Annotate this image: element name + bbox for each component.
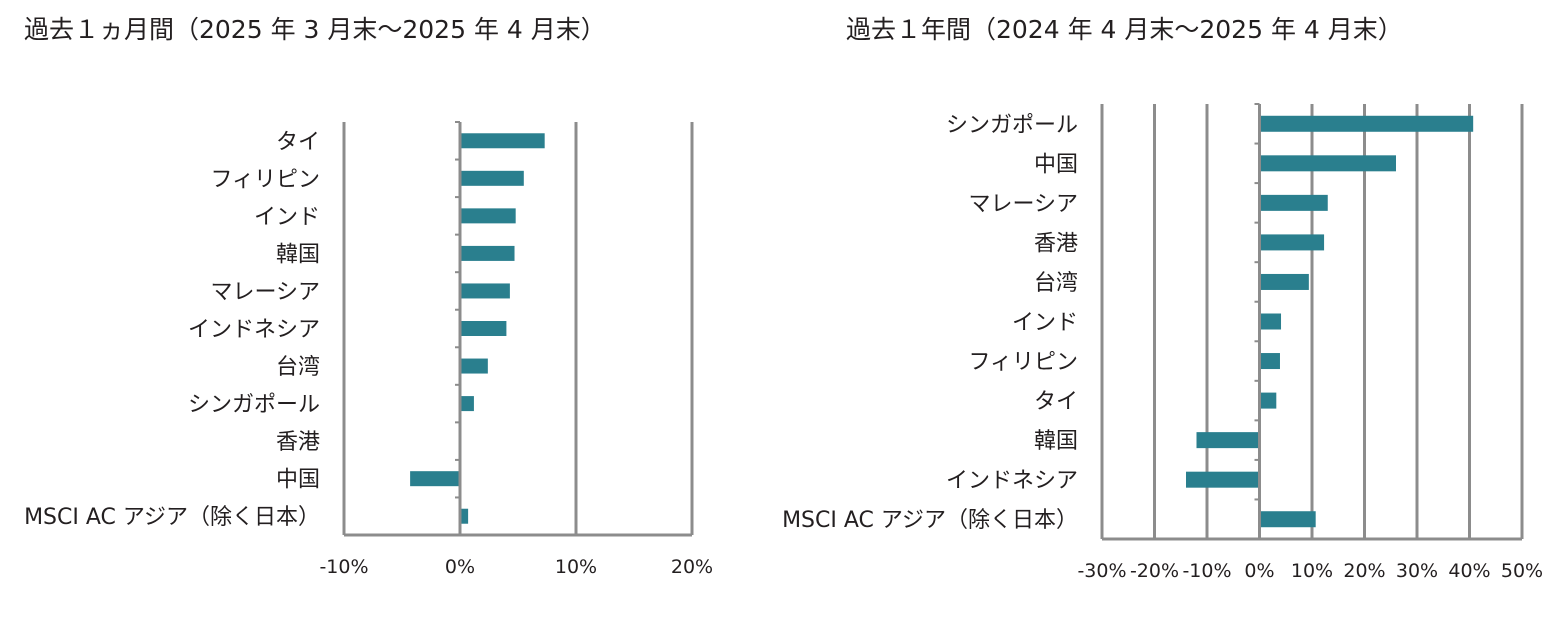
x-tick-label: 0% [1244, 560, 1274, 582]
bar [460, 508, 469, 524]
bar [1259, 313, 1282, 330]
category-label: インド [254, 205, 320, 230]
category-label: シンガポール [188, 393, 320, 418]
bar [1259, 115, 1474, 132]
x-tick-label: 20% [671, 556, 713, 578]
x-tick-label: 10% [555, 556, 597, 578]
category-label: フィリピン [968, 350, 1078, 375]
bar [460, 283, 510, 299]
category-label: インドネシア [188, 318, 320, 343]
category-label: タイ [276, 130, 320, 155]
bar [1259, 234, 1325, 251]
category-label: 台湾 [1034, 271, 1078, 296]
x-tick-label: 30% [1396, 560, 1438, 582]
x-tick-label: -10% [1182, 560, 1231, 582]
bar [1259, 273, 1309, 290]
x-tick-label: 20% [1343, 560, 1385, 582]
category-label: シンガポール [946, 113, 1078, 138]
x-tick-label: -10% [319, 556, 368, 578]
bar [1259, 392, 1277, 409]
category-label: 中国 [1034, 152, 1078, 177]
category-label: 香港 [1034, 231, 1078, 256]
bar [410, 471, 460, 487]
x-tick-label: 50% [1501, 560, 1543, 582]
bar [1259, 155, 1396, 172]
category-label: インドネシア [946, 469, 1078, 494]
bar [1259, 511, 1316, 528]
bar [460, 358, 488, 374]
category-label: 台湾 [276, 355, 320, 380]
x-tick-label: 40% [1448, 560, 1490, 582]
bar [1259, 353, 1280, 370]
chart-title-1year: 過去１年間（2024 年 4 月末～2025 年 4 月末） [846, 15, 1403, 44]
category-label: 香港 [276, 430, 320, 455]
category-label: インド [1012, 311, 1078, 336]
bar [1196, 432, 1260, 449]
category-label: 韓国 [1034, 429, 1078, 454]
x-tick-label: 0% [445, 556, 475, 578]
bar [460, 245, 515, 261]
bar [1186, 471, 1260, 488]
bar [460, 133, 545, 149]
category-label: 中国 [276, 468, 320, 493]
category-label: マレーシア [968, 192, 1078, 217]
x-tick-label: -20% [1130, 560, 1179, 582]
category-label: MSCI AC アジア（除く日本） [24, 505, 320, 530]
category-label: フィリピン [210, 167, 320, 192]
bar [460, 208, 516, 224]
bar [460, 396, 474, 412]
category-label: 韓国 [276, 242, 320, 267]
category-label: タイ [1034, 390, 1078, 415]
category-label: マレーシア [210, 280, 320, 305]
category-label: MSCI AC アジア（除く日本） [782, 508, 1078, 533]
x-tick-label: 10% [1291, 560, 1333, 582]
bar [460, 321, 507, 336]
x-tick-label: -30% [1077, 560, 1126, 582]
bar [1259, 194, 1328, 211]
bar [460, 170, 524, 186]
chart-title-1month: 過去１ヵ月間（2025 年 3 月末～2025 年 4 月末） [24, 15, 606, 44]
